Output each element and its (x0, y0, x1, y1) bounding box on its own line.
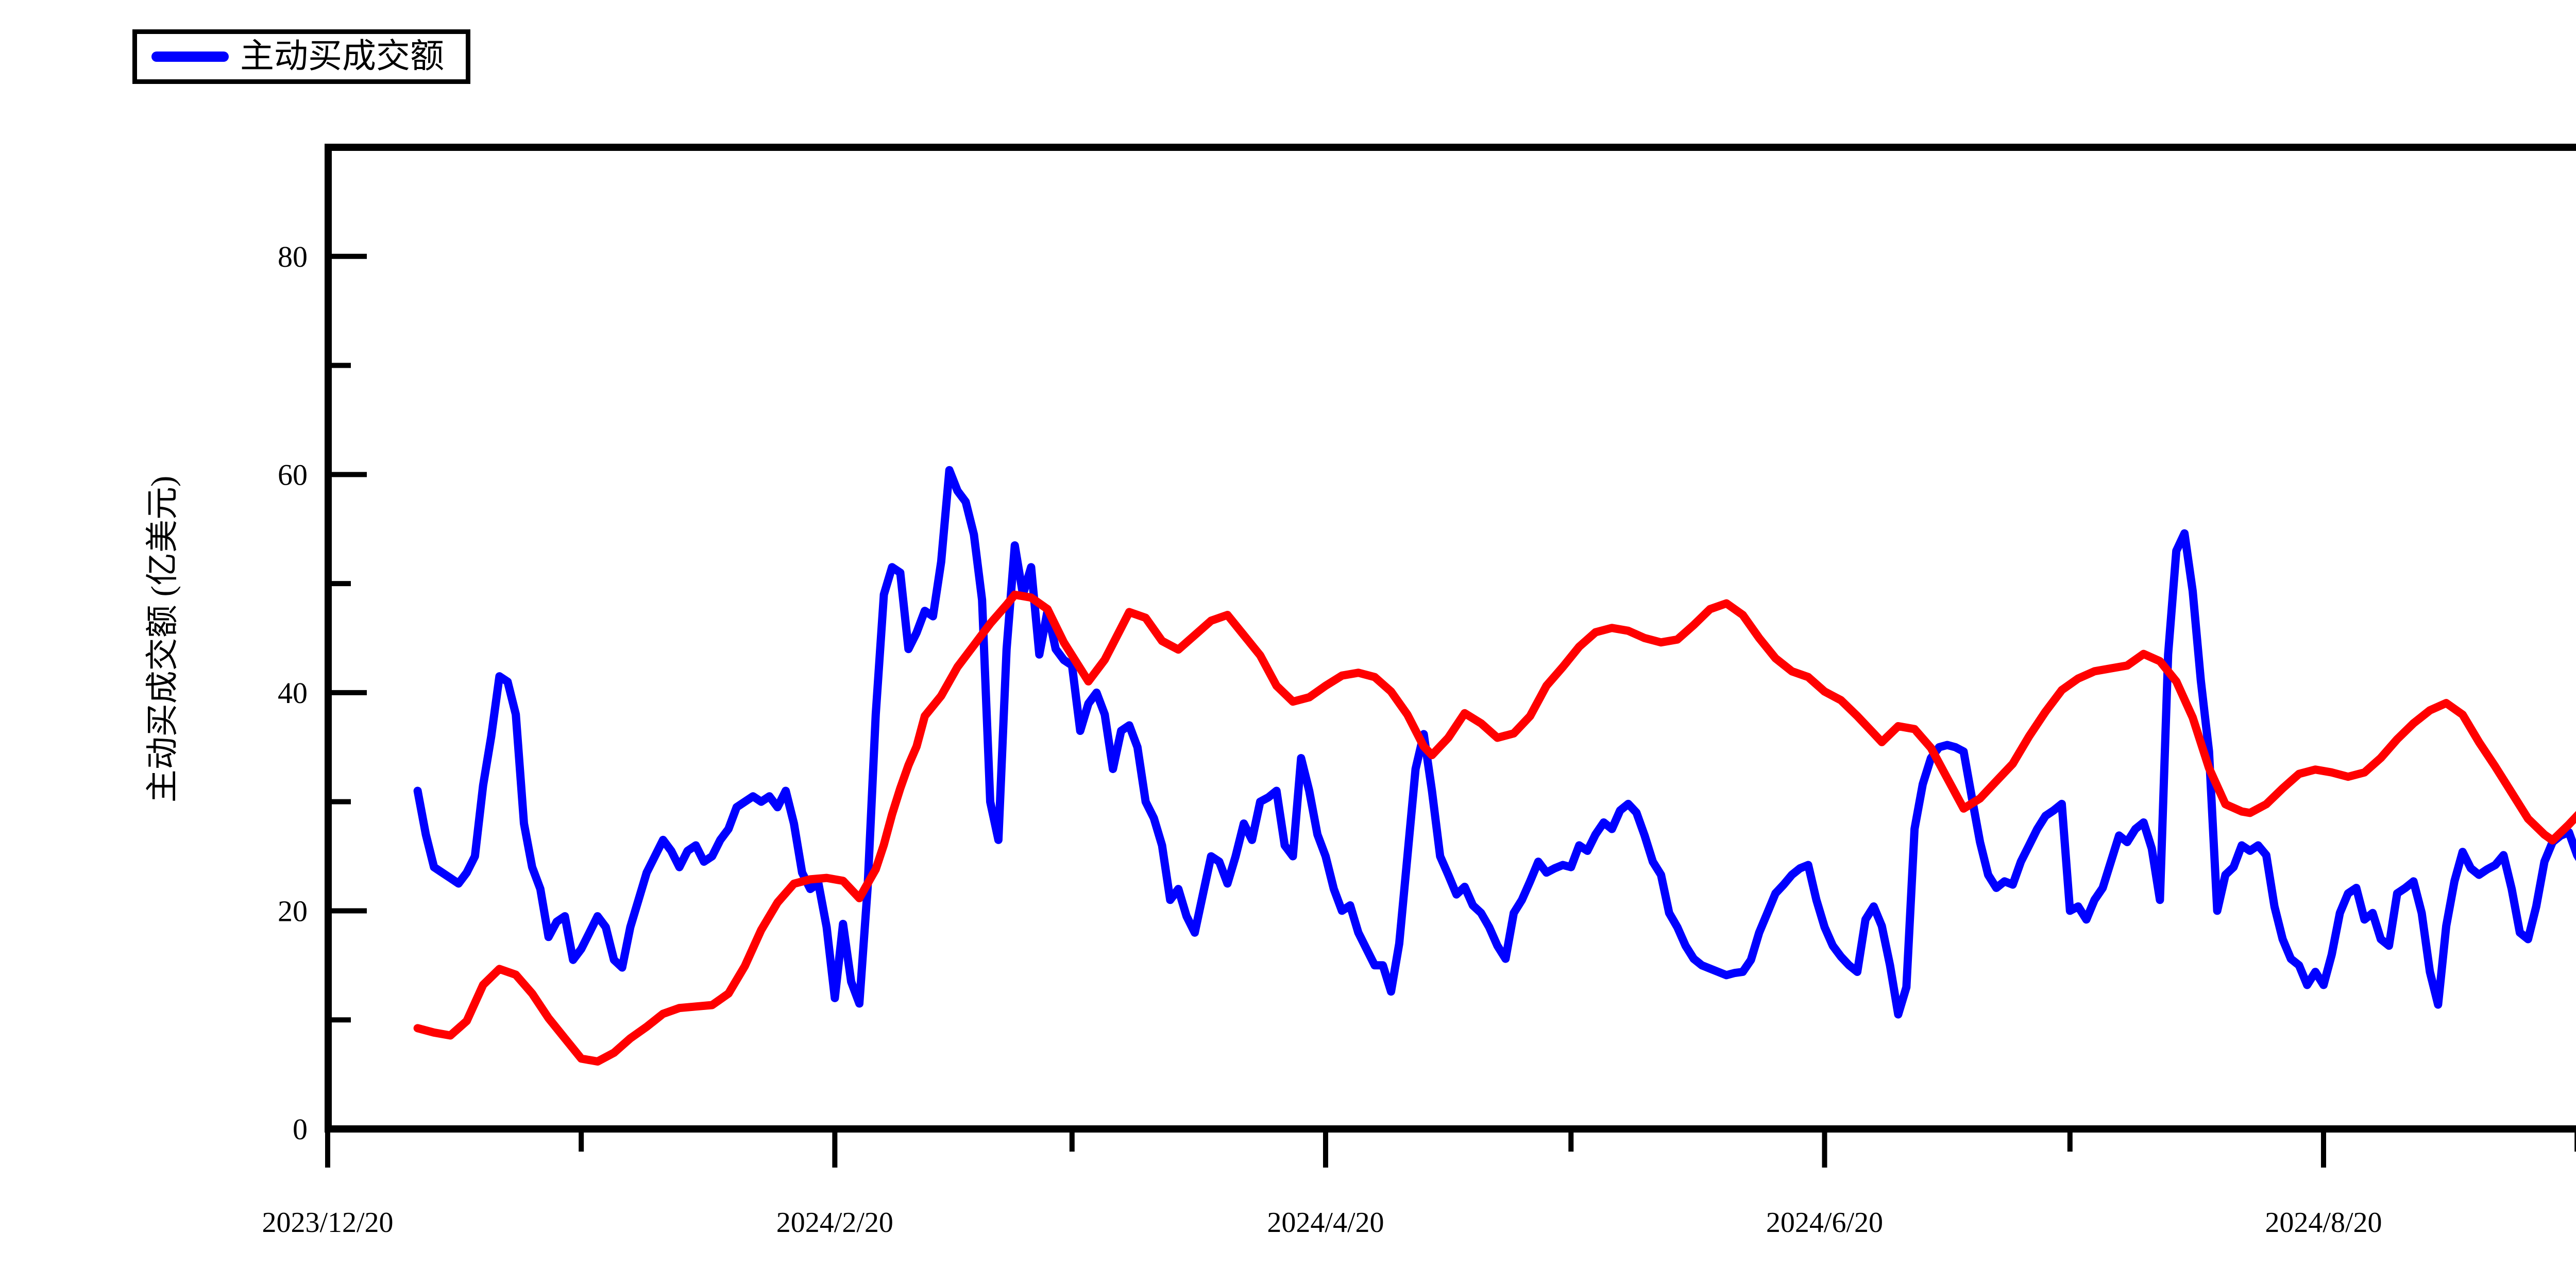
y-left-tick-label: 20 (278, 894, 308, 928)
volume-line (413, 466, 2576, 1019)
y-left-tick-label: 80 (278, 240, 308, 273)
volume-line-swatch-icon (151, 52, 229, 62)
x-tick-label: 2023/12/20 (262, 1207, 393, 1239)
x-tick-label: 2024/2/20 (776, 1207, 893, 1239)
x-tick-label: 2024/4/20 (1267, 1207, 1384, 1239)
plot-border (325, 144, 2576, 1133)
legend-volume: 主动买成交额 (132, 29, 470, 84)
y-left-tick-label: 60 (278, 458, 308, 491)
x-tick-label: 2024/6/20 (1766, 1207, 1883, 1239)
legend-volume-label: 主动买成交额 (240, 38, 444, 75)
y-left-axis-title: 主动买成交额 (亿美元) (144, 475, 181, 803)
price-line (413, 590, 2576, 1066)
y-left-tick-label: 40 (278, 676, 308, 710)
x-tick-label: 2024/8/20 (2265, 1207, 2382, 1239)
y-left-tick-label: 0 (293, 1112, 308, 1146)
